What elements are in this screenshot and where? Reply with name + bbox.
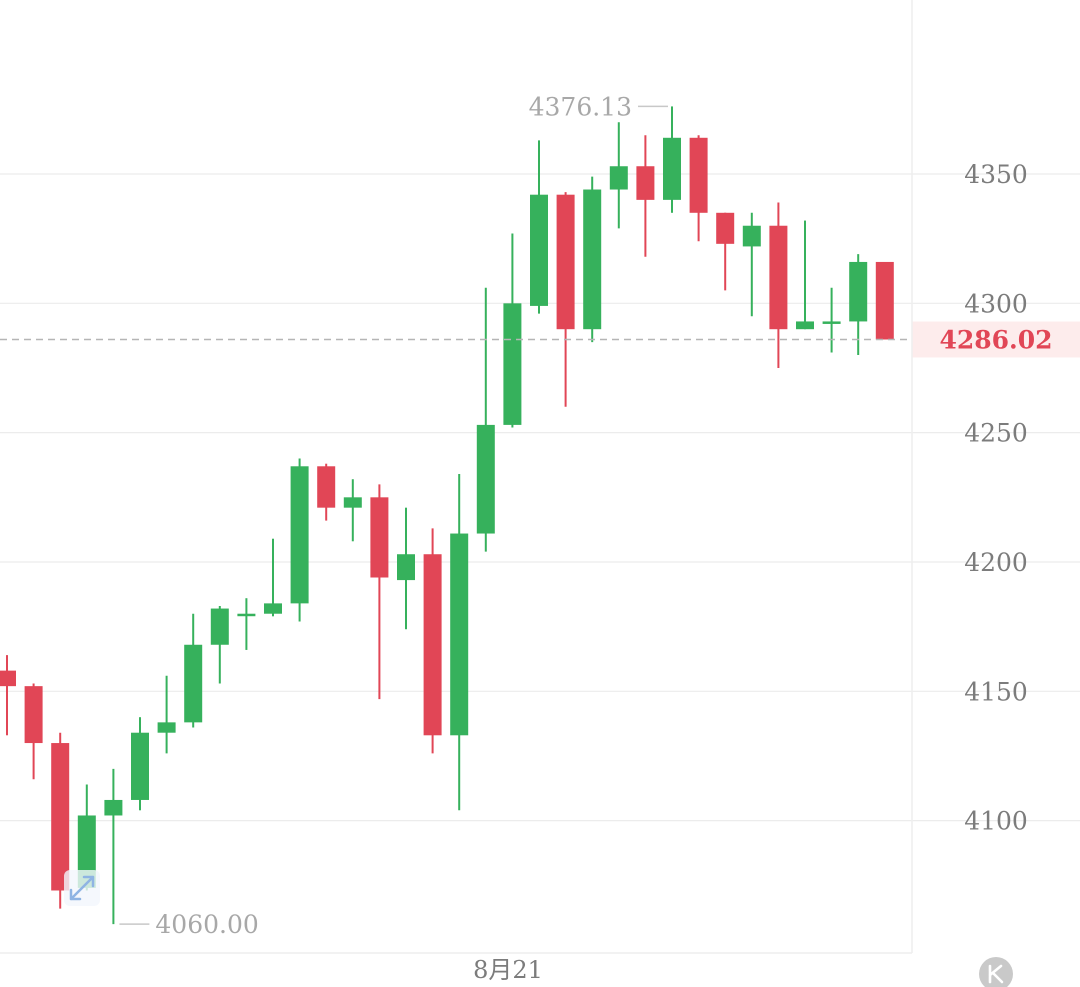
last-price-label: 4286.02 xyxy=(939,325,1052,354)
candle xyxy=(131,717,149,811)
candle xyxy=(716,212,735,291)
candle-body xyxy=(450,533,469,736)
k-letter-icon[interactable] xyxy=(979,957,1013,987)
y-tick-label: 4100 xyxy=(964,807,1028,836)
candle xyxy=(663,106,681,213)
x-tick-label: 8月21 xyxy=(473,956,543,984)
candle xyxy=(849,254,868,356)
candle xyxy=(370,484,389,700)
candle xyxy=(397,507,415,630)
candle xyxy=(343,479,362,542)
low-marker: 4060.00 xyxy=(119,910,259,939)
candle-body xyxy=(184,644,203,723)
candle-body xyxy=(77,815,96,888)
candle xyxy=(317,463,336,521)
candle-body xyxy=(210,608,229,645)
candle-body xyxy=(875,261,894,340)
candle-body xyxy=(609,166,628,190)
candle xyxy=(290,458,309,622)
y-axis: 4350 4300 4250 4200 4150 4100 xyxy=(964,160,1028,836)
candle-body xyxy=(51,743,70,891)
candle xyxy=(184,613,203,728)
candle xyxy=(822,287,841,353)
candle-body xyxy=(636,166,655,200)
candles xyxy=(0,106,894,925)
candle xyxy=(636,135,655,257)
y-tick-label: 4350 xyxy=(964,160,1028,189)
candle-body xyxy=(476,424,495,534)
candle xyxy=(503,233,522,428)
candle-body xyxy=(290,466,309,604)
high-marker: 4376.13 xyxy=(529,92,668,121)
candle-body xyxy=(663,137,681,200)
candle xyxy=(51,732,70,909)
candle xyxy=(104,768,123,925)
candle xyxy=(875,261,894,340)
candle-body xyxy=(397,554,415,581)
candle xyxy=(423,528,442,754)
candle-body xyxy=(131,732,149,800)
last-price-background xyxy=(912,321,1080,358)
candle-body xyxy=(742,225,761,247)
candle-body xyxy=(157,722,176,733)
candle xyxy=(237,598,256,650)
candle xyxy=(24,683,43,780)
y-tick-label: 4150 xyxy=(964,677,1028,706)
low-price-label: 4060.00 xyxy=(155,910,258,939)
candle-body xyxy=(583,189,602,330)
candle-body xyxy=(343,497,362,508)
candle-body xyxy=(0,670,16,687)
candle-body xyxy=(822,321,841,324)
candle xyxy=(556,192,575,407)
candle xyxy=(450,474,469,811)
candle-body xyxy=(237,613,256,617)
candle xyxy=(769,202,788,368)
expand-arrows-icon[interactable] xyxy=(64,870,100,906)
candle xyxy=(583,176,602,343)
candle xyxy=(796,220,814,330)
candle-body xyxy=(716,212,735,244)
candle-body xyxy=(104,799,123,816)
candle-body xyxy=(849,261,868,322)
candle xyxy=(157,675,176,754)
candle xyxy=(530,140,548,314)
candle xyxy=(0,655,16,736)
candle xyxy=(476,287,495,552)
candle-body xyxy=(317,466,336,508)
candle-body xyxy=(503,303,522,425)
candle-body xyxy=(769,225,788,330)
candle xyxy=(264,538,282,617)
candle xyxy=(742,212,761,317)
candle-body xyxy=(24,686,43,744)
candle-body xyxy=(423,554,442,736)
candle-body xyxy=(796,321,814,330)
candle-body xyxy=(689,137,708,213)
candle xyxy=(689,135,708,242)
candle xyxy=(609,122,628,229)
candle xyxy=(210,605,229,684)
candle-body xyxy=(264,603,282,614)
y-tick-label: 4300 xyxy=(964,289,1028,318)
candle-body xyxy=(556,194,575,330)
candle-body xyxy=(370,497,389,578)
y-tick-label: 4200 xyxy=(964,548,1028,577)
high-price-label: 4376.13 xyxy=(529,92,632,121)
candle-body xyxy=(530,194,548,306)
y-tick-label: 4250 xyxy=(964,419,1028,448)
